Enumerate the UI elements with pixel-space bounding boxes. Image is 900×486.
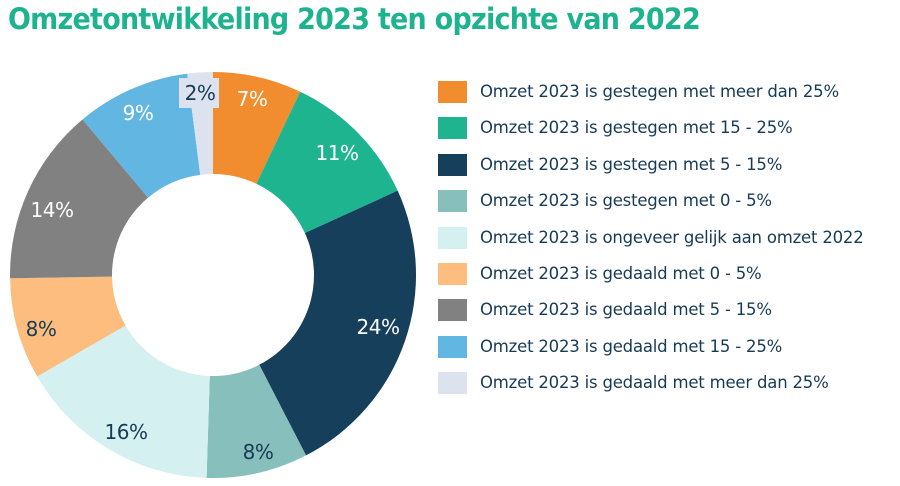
slice-label: 2% bbox=[185, 81, 216, 105]
legend-swatch bbox=[438, 153, 467, 176]
legend-swatch bbox=[438, 190, 467, 213]
donut-slice bbox=[10, 276, 126, 377]
donut-svg: 7% 11% 24% 8% 16% 8% 14% 9% 2% bbox=[10, 72, 416, 478]
legend-swatch bbox=[438, 226, 467, 249]
donut-chart: 7% 11% 24% 8% 16% 8% 14% 9% 2% bbox=[0, 0, 430, 486]
legend-swatch bbox=[438, 335, 467, 358]
legend-item: Omzet 2023 is gestegen met 5 - 15% bbox=[438, 153, 864, 190]
legend-label: Omzet 2023 is gestegen met meer dan 25% bbox=[480, 82, 839, 101]
legend-label: Omzet 2023 is gedaald met 15 - 25% bbox=[480, 336, 783, 356]
legend-label: Omzet 2023 is gedaald met meer dan 25% bbox=[480, 373, 829, 393]
legend-item: Omzet 2023 is gestegen met 0 - 5% bbox=[438, 190, 864, 226]
legend-label: Omzet 2023 is gedaald met 0 - 5% bbox=[480, 263, 762, 283]
slice-label: 16% bbox=[105, 420, 148, 444]
legend-item: Omzet 2023 is gedaald met 0 - 5% bbox=[438, 262, 864, 299]
legend-label: Omzet 2023 is gedaald met 5 - 15% bbox=[480, 300, 772, 320]
legend-item: Omzet 2023 is ongeveer gelijk aan omzet … bbox=[438, 226, 864, 263]
donut-slice bbox=[259, 190, 416, 456]
donut-slice bbox=[10, 119, 149, 279]
legend: Omzet 2023 is gestegen met meer dan 25% O… bbox=[438, 81, 864, 409]
legend-swatch bbox=[438, 372, 467, 395]
slice-label: 9% bbox=[123, 101, 154, 125]
legend-label: Omzet 2023 is ongeveer gelijk aan omzet … bbox=[480, 227, 864, 247]
donut-slice bbox=[206, 364, 307, 478]
slice-label: 7% bbox=[237, 87, 268, 111]
slice-label: 11% bbox=[316, 141, 359, 165]
donut-slice bbox=[37, 325, 210, 478]
slice-label: 8% bbox=[26, 317, 57, 341]
legend-item: Omzet 2023 is gestegen met meer dan 25% bbox=[438, 81, 864, 117]
donut-slice bbox=[213, 72, 301, 184]
slice-label: 24% bbox=[357, 315, 400, 339]
legend-swatch bbox=[438, 299, 467, 322]
legend-item: Omzet 2023 is gedaald met 15 - 25% bbox=[438, 335, 864, 372]
legend-label: Omzet 2023 is gestegen met 5 - 15% bbox=[480, 154, 783, 174]
legend-label: Omzet 2023 is gestegen met 0 - 5% bbox=[480, 191, 772, 211]
legend-swatch bbox=[438, 117, 467, 140]
slice-label-background bbox=[179, 78, 219, 108]
slice-label: 14% bbox=[31, 198, 74, 222]
chart-title: Omzetontwikkeling 2023 ten opzichte van … bbox=[8, 2, 701, 36]
legend-item: Omzet 2023 is gestegen met 15 - 25% bbox=[438, 117, 864, 153]
legend-swatch bbox=[438, 81, 467, 103]
legend-item: Omzet 2023 is gedaald met 5 - 15% bbox=[438, 299, 864, 335]
legend-item: Omzet 2023 is gedaald met meer dan 25% bbox=[438, 372, 864, 408]
legend-label: Omzet 2023 is gestegen met 15 - 25% bbox=[480, 118, 793, 138]
slice-label: 8% bbox=[243, 440, 274, 464]
donut-slice bbox=[256, 91, 398, 234]
donut-slice bbox=[82, 73, 201, 198]
legend-swatch bbox=[438, 262, 467, 285]
